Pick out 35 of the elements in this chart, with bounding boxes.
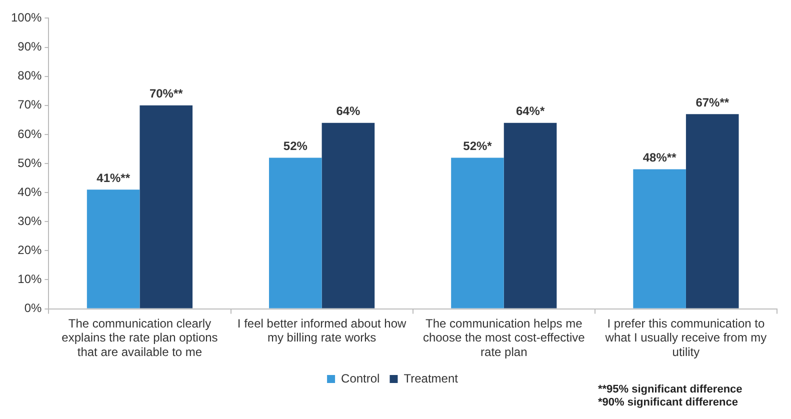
bar [322, 122, 375, 308]
legend-label: Treatment [404, 371, 459, 386]
y-tick-label: 70% [18, 98, 42, 112]
data-label: 64% [336, 104, 361, 118]
data-label: 41%** [96, 170, 130, 185]
bar [86, 190, 140, 308]
bar [686, 114, 739, 308]
x-tick-label: I feel better informed about how my billing rate works [237, 316, 407, 345]
data-label: 48%** [642, 150, 677, 165]
y-tick-label: 20% [18, 242, 42, 257]
bar [140, 105, 193, 308]
legend-label: Control [341, 371, 380, 386]
bar [269, 158, 322, 308]
text: *90% significant difference [598, 396, 738, 409]
y-tick-label: 10% [18, 272, 42, 286]
x-tick-label: The communication helps me choose the most cost-effective rate plan [422, 316, 586, 360]
x-tick-label: I prefer this communication to what I usually receive from my utility [604, 316, 767, 360]
y-tick-label: 60% [18, 126, 42, 141]
y-tick-label: 40% [18, 184, 42, 199]
y-tick-label: 50% [18, 156, 42, 170]
y-tick-label: 30% [18, 214, 42, 228]
text: **95% significant difference [598, 384, 742, 396]
data-label: 64%* [516, 104, 545, 118]
data-label: 67%** [696, 95, 730, 110]
y-tick-label: 80% [18, 68, 42, 83]
bar [451, 158, 504, 308]
data-label: 52%* [463, 139, 492, 153]
bar [504, 122, 557, 308]
y-tick-label: 100% [10, 10, 42, 25]
y-tick-label: 0% [24, 301, 42, 316]
bar [633, 169, 686, 308]
data-label: 70%** [149, 86, 184, 101]
y-tick-label: 90% [18, 40, 42, 54]
data-label: 52% [283, 139, 308, 153]
x-tick-label: The communication clearly explains the rate plan options that are available to me [62, 316, 218, 360]
